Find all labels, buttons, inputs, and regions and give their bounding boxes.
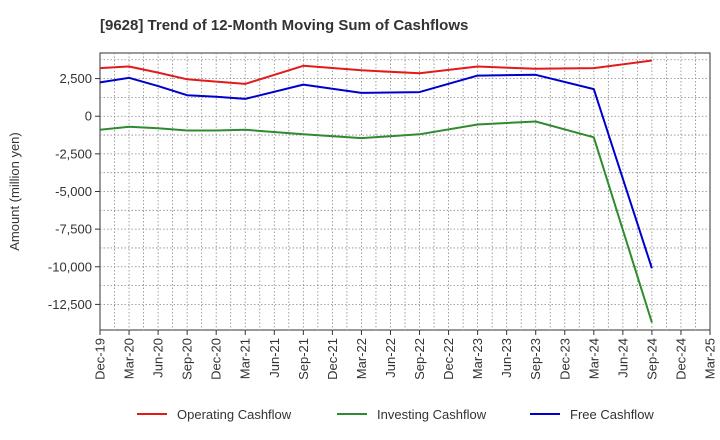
x-tick-label: Jun-22 <box>383 338 398 378</box>
x-tick-label: Jun-23 <box>499 338 514 378</box>
y-tick-label: -2,500 <box>55 146 92 161</box>
legend-label: Free Cashflow <box>570 407 654 422</box>
x-tick-label: Jun-20 <box>151 338 166 378</box>
x-tick-label: Sep-24 <box>644 338 659 380</box>
y-axis: 2,500 0 -2,500 -5,000 -7,500 -10,000 -12,500 <box>48 71 100 312</box>
y-tick-label: 2,500 <box>59 71 92 86</box>
series-line-investing-cashflow <box>99 120 653 323</box>
chart-title: [9628] Trend of 12-Month Moving Sum of C… <box>100 17 468 34</box>
x-tick-label: Mar-23 <box>470 338 485 379</box>
x-tick-label: Dec-24 <box>673 338 688 380</box>
legend-label: Operating Cashflow <box>177 407 292 422</box>
x-tick-label: Mar-21 <box>238 338 253 379</box>
x-tick-label: Dec-22 <box>441 338 456 380</box>
legend: Operating Cashflow Investing Cashflow Free… <box>137 407 654 422</box>
x-tick-label: Dec-21 <box>325 338 340 380</box>
x-tick-label: Sep-22 <box>412 338 427 380</box>
x-tick-label: Dec-19 <box>93 338 108 380</box>
x-tick-label: Sep-21 <box>296 338 311 380</box>
x-tick-label: Dec-23 <box>557 338 572 380</box>
y-tick-label: -7,500 <box>55 222 92 237</box>
x-tick-label: Jun-21 <box>267 338 282 378</box>
y-tick-label: -5,000 <box>55 184 92 199</box>
x-tick-label: Mar-25 <box>703 338 718 379</box>
x-axis: Dec-19 Mar-20 Jun-20 Sep-20 Dec-20 Mar-21 Jun-… <box>93 330 718 380</box>
x-tick-label: Mar-22 <box>354 338 369 379</box>
y-tick-label: -12,500 <box>48 297 92 312</box>
series-lines <box>99 59 653 323</box>
series-line-operating-cashflow <box>99 59 653 85</box>
x-tick-label: Sep-20 <box>180 338 195 380</box>
x-tick-label: Dec-20 <box>209 338 224 380</box>
legend-label: Investing Cashflow <box>377 407 487 422</box>
x-tick-label: Sep-23 <box>528 338 543 380</box>
y-tick-label: 0 <box>85 109 92 124</box>
x-tick-label: Mar-20 <box>122 338 137 379</box>
x-tick-label: Jun-24 <box>615 338 630 378</box>
x-tick-label: Mar-24 <box>586 338 601 379</box>
y-tick-label: -10,000 <box>48 259 92 274</box>
series-line-free-cashflow <box>99 73 653 269</box>
y-axis-label: Amount (million yen) <box>7 132 22 251</box>
